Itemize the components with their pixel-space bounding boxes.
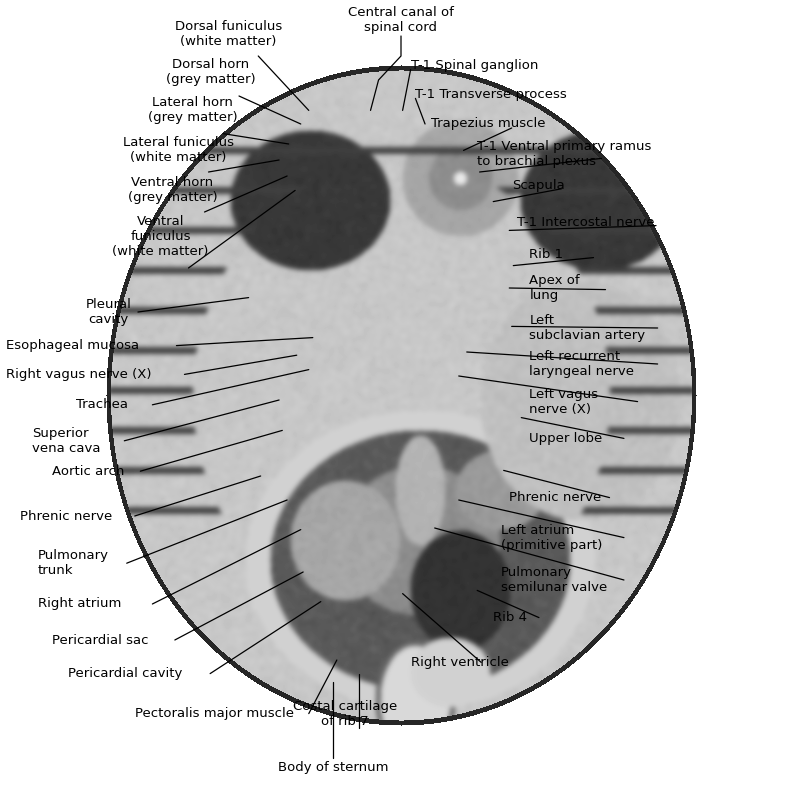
Text: Central canal of
spinal cord: Central canal of spinal cord: [348, 6, 454, 34]
Text: Pericardial sac: Pericardial sac: [52, 634, 148, 646]
Text: Trapezius muscle: Trapezius muscle: [431, 118, 546, 130]
Text: Dorsal horn
(grey matter): Dorsal horn (grey matter): [166, 58, 256, 86]
Text: Left
subclavian artery: Left subclavian artery: [529, 314, 646, 342]
Text: Rib 4: Rib 4: [493, 611, 527, 624]
Text: Phrenic nerve: Phrenic nerve: [509, 491, 602, 504]
Text: Pulmonary
semilunar valve: Pulmonary semilunar valve: [501, 566, 607, 594]
Text: Pleural
cavity: Pleural cavity: [85, 298, 132, 326]
Text: Scapula: Scapula: [512, 179, 565, 192]
Text: Superior
vena cava: Superior vena cava: [32, 427, 100, 454]
Text: Esophageal mucosa: Esophageal mucosa: [6, 339, 140, 352]
Text: T-1 Intercostal nerve: T-1 Intercostal nerve: [517, 216, 654, 229]
Text: Lateral funiculus
(white matter): Lateral funiculus (white matter): [123, 136, 233, 164]
Text: T-1 Spinal ganglion: T-1 Spinal ganglion: [411, 59, 538, 72]
Text: Pulmonary
trunk: Pulmonary trunk: [38, 549, 109, 578]
Text: Rib 1: Rib 1: [529, 248, 564, 261]
Text: Phrenic nerve: Phrenic nerve: [20, 510, 112, 522]
Text: Upper lobe: Upper lobe: [529, 432, 602, 445]
Text: Lateral horn
(grey matter): Lateral horn (grey matter): [148, 96, 237, 124]
Text: Ventral horn
(grey matter): Ventral horn (grey matter): [128, 176, 217, 204]
Text: T-1 Transverse process: T-1 Transverse process: [415, 88, 567, 101]
Text: T-1 Ventral primary ramus
to brachial plexus: T-1 Ventral primary ramus to brachial pl…: [477, 139, 651, 167]
Text: Pectoralis major muscle: Pectoralis major muscle: [135, 707, 294, 720]
Text: Right atrium: Right atrium: [38, 598, 121, 610]
Text: Aortic arch: Aortic arch: [52, 465, 124, 478]
Text: Pericardial cavity: Pericardial cavity: [68, 667, 183, 680]
Text: Right ventricle: Right ventricle: [411, 656, 508, 669]
Text: Left vagus
nerve (X): Left vagus nerve (X): [529, 388, 598, 416]
Text: Trachea: Trachea: [76, 398, 128, 411]
Text: Ventral
funiculus
(white matter): Ventral funiculus (white matter): [112, 214, 209, 258]
Text: Apex of
lung: Apex of lung: [529, 274, 580, 302]
Text: Dorsal funiculus
(white matter): Dorsal funiculus (white matter): [175, 20, 282, 48]
Text: Right vagus nerve (X): Right vagus nerve (X): [6, 368, 152, 381]
Text: Left atrium
(primitive part): Left atrium (primitive part): [501, 523, 602, 552]
Text: Body of sternum: Body of sternum: [277, 762, 388, 774]
Text: Costal cartilage
of rib 7: Costal cartilage of rib 7: [293, 699, 397, 728]
Text: Left recurrent
laryngeal nerve: Left recurrent laryngeal nerve: [529, 350, 634, 378]
